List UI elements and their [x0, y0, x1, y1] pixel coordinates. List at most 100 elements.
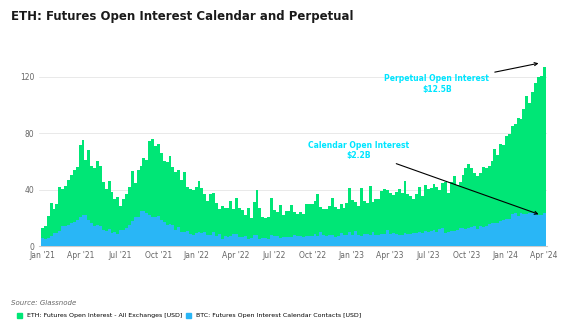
Bar	[273, 237, 276, 246]
Bar	[450, 231, 453, 246]
Bar	[496, 155, 499, 246]
Text: ETH: Futures Open Interest Calendar and Perpetual: ETH: Futures Open Interest Calendar and …	[11, 10, 354, 23]
Bar	[366, 203, 369, 246]
Bar	[325, 236, 328, 246]
Bar	[235, 198, 238, 246]
Bar	[337, 209, 340, 246]
Bar	[253, 235, 255, 246]
Bar	[459, 228, 461, 246]
Bar	[285, 211, 288, 246]
Bar	[357, 206, 360, 246]
Bar	[372, 202, 374, 246]
Bar	[525, 96, 528, 246]
Bar	[209, 235, 212, 246]
Bar	[212, 193, 215, 246]
Bar	[418, 232, 421, 246]
Bar	[476, 176, 479, 246]
Bar	[351, 200, 354, 246]
Bar	[430, 231, 433, 246]
Bar	[473, 173, 476, 246]
Bar	[305, 204, 308, 246]
Bar	[514, 214, 517, 246]
Bar	[383, 189, 386, 246]
Bar	[134, 217, 136, 246]
Bar	[180, 232, 183, 246]
Bar	[409, 196, 412, 246]
Bar	[258, 208, 261, 246]
Bar	[421, 196, 424, 246]
Bar	[400, 235, 403, 246]
Bar	[215, 236, 218, 246]
Bar	[96, 225, 99, 246]
Bar	[227, 208, 230, 246]
Bar	[328, 206, 331, 246]
Bar	[316, 194, 319, 246]
Bar	[99, 226, 102, 246]
Bar	[444, 182, 447, 246]
Bar	[131, 171, 134, 246]
Bar	[204, 232, 206, 246]
Bar	[204, 194, 206, 246]
Bar	[461, 175, 464, 246]
Bar	[491, 161, 494, 246]
Bar	[136, 217, 139, 246]
Bar	[441, 183, 444, 246]
Bar	[119, 206, 122, 246]
Bar	[151, 139, 154, 246]
Bar	[116, 234, 119, 246]
Bar	[85, 160, 87, 246]
Bar	[186, 231, 189, 246]
Bar	[502, 145, 505, 246]
Bar	[70, 175, 73, 246]
Bar	[197, 181, 200, 246]
Bar	[322, 209, 325, 246]
Bar	[279, 205, 281, 246]
Bar	[99, 166, 102, 246]
Bar	[424, 185, 427, 246]
Bar	[479, 226, 482, 246]
Bar	[111, 192, 113, 246]
Bar	[482, 227, 484, 246]
Bar	[409, 234, 412, 246]
Bar	[508, 134, 511, 246]
Bar	[267, 239, 270, 246]
Bar	[218, 209, 221, 246]
Bar	[447, 193, 450, 246]
Bar	[160, 220, 163, 246]
Bar	[537, 77, 540, 246]
Bar	[357, 236, 360, 246]
Bar	[64, 186, 67, 246]
Bar	[468, 165, 470, 246]
Bar	[218, 234, 221, 246]
Bar	[244, 236, 247, 246]
Bar	[412, 199, 415, 246]
Bar	[253, 202, 255, 246]
Bar	[157, 144, 160, 246]
Bar	[433, 184, 435, 246]
Bar	[276, 212, 279, 246]
Bar	[174, 172, 177, 246]
Bar	[392, 233, 395, 246]
Bar	[461, 228, 464, 246]
Bar	[534, 83, 537, 246]
Bar	[395, 192, 398, 246]
Bar	[311, 204, 314, 246]
Bar	[380, 191, 383, 246]
Bar	[363, 201, 366, 246]
Bar	[468, 227, 470, 246]
Bar	[261, 217, 265, 246]
Bar	[511, 126, 514, 246]
Bar	[424, 231, 427, 246]
Bar	[363, 234, 366, 246]
Bar	[221, 239, 224, 246]
Bar	[55, 204, 58, 246]
Bar	[479, 173, 482, 246]
Bar	[473, 226, 476, 246]
Bar	[311, 236, 314, 246]
Bar	[374, 235, 377, 246]
Bar	[157, 216, 160, 246]
Bar	[163, 223, 166, 246]
Bar	[540, 76, 543, 246]
Bar	[519, 213, 522, 246]
Bar	[125, 194, 128, 246]
